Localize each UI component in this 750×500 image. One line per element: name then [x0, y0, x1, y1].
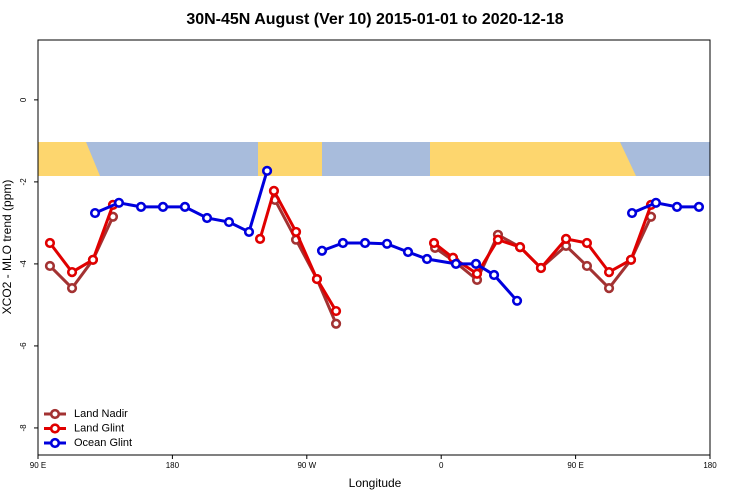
point — [66, 267, 78, 278]
point — [66, 282, 78, 294]
series-line — [48, 199, 653, 325]
x-axis-label: Longitude — [349, 476, 402, 490]
legend-label: Ocean Glint — [74, 437, 132, 449]
point — [421, 253, 433, 265]
point — [581, 260, 593, 272]
point — [330, 318, 342, 329]
point — [514, 241, 526, 253]
x-tick-label: 90 E — [30, 461, 46, 470]
legend-marker — [49, 408, 61, 420]
point — [450, 258, 462, 270]
point — [492, 234, 504, 245]
point — [381, 238, 393, 249]
point — [359, 237, 371, 249]
point — [626, 207, 638, 219]
point — [179, 201, 191, 213]
point — [488, 269, 500, 281]
point — [535, 262, 547, 274]
x-tick-label: 90 E — [567, 461, 583, 470]
point — [625, 254, 637, 265]
point — [261, 165, 273, 176]
legend-label: Land Nadir — [74, 408, 128, 420]
y-tick-label: -2 — [19, 178, 28, 186]
point — [243, 226, 255, 238]
point — [337, 237, 349, 249]
point — [693, 201, 705, 213]
point — [201, 212, 213, 224]
plot-frame — [37, 39, 711, 456]
point — [268, 185, 280, 197]
y-tick-label: -4 — [19, 260, 28, 268]
point — [402, 246, 414, 258]
point — [44, 260, 56, 272]
point — [89, 207, 101, 219]
point — [470, 258, 482, 270]
x-tick-label: 180 — [703, 461, 717, 470]
point — [603, 267, 615, 278]
point — [254, 233, 266, 244]
point — [330, 305, 342, 317]
x-tick-label: 0 — [439, 461, 444, 470]
point — [311, 273, 323, 285]
land — [38, 142, 86, 176]
point — [316, 245, 328, 256]
point — [471, 268, 483, 279]
point — [671, 201, 683, 213]
legend-marker — [49, 437, 61, 449]
x-tick-label: 90 W — [297, 461, 316, 470]
legend-marker — [49, 423, 61, 434]
point — [581, 237, 593, 249]
legend-label: Land Glint — [74, 422, 124, 434]
point — [428, 237, 440, 249]
point — [650, 197, 662, 208]
point — [113, 197, 125, 208]
y-tick-label: 0 — [19, 97, 28, 102]
series-line — [94, 170, 699, 302]
point — [511, 295, 523, 306]
point — [560, 233, 572, 244]
point — [223, 216, 235, 228]
point — [603, 282, 615, 294]
map-band — [38, 142, 710, 176]
point — [135, 201, 147, 213]
point — [290, 226, 302, 238]
x-tick-label: 180 — [166, 461, 180, 470]
point — [87, 254, 99, 265]
chart-title: 30N-45N August (Ver 10) 2015-01-01 to 20… — [186, 11, 563, 28]
point — [44, 237, 56, 249]
land — [430, 142, 620, 176]
y-tick-label: -6 — [19, 342, 28, 350]
y-tick-label: -8 — [19, 424, 28, 432]
point — [157, 201, 169, 213]
y-axis-label: XCO2 - MLO trend (ppm) — [0, 180, 14, 315]
